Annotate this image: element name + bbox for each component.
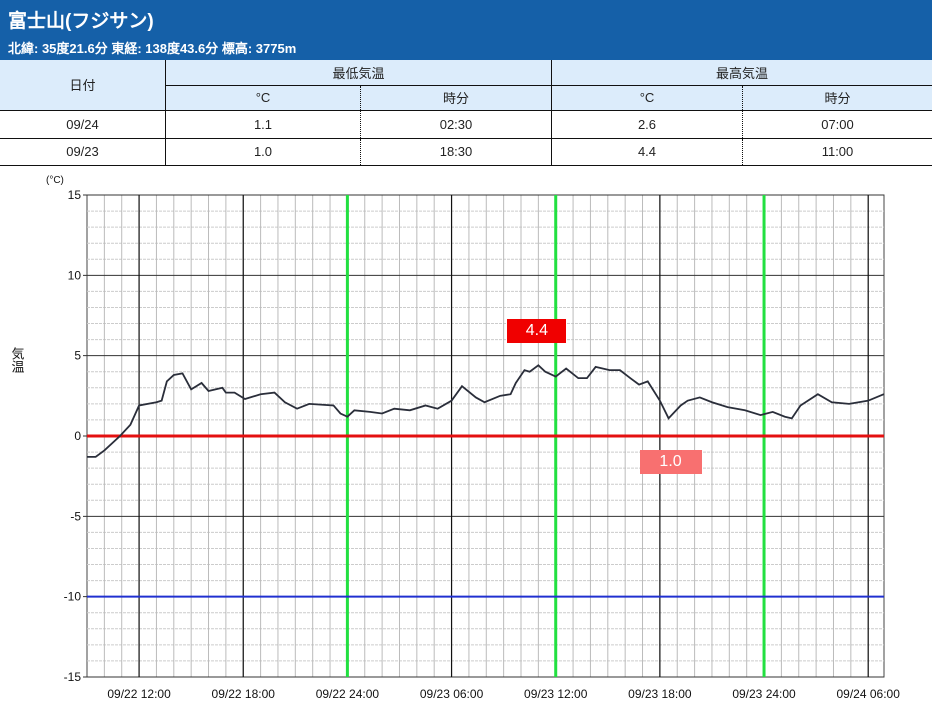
temperature-chart: (°C) 気温 15 10 5 0 -5 -10 -15 09/22 12:00 09/22 1… — [10, 175, 901, 701]
col-max-temp: 最高気温 — [551, 60, 932, 86]
station-header: 富士山(フジサン) 北緯: 35度21.6分 東経: 138度43.6分 標高:… — [0, 0, 932, 60]
y-tick-label: 5 — [74, 349, 81, 363]
max-cell: 4.4 — [551, 138, 743, 166]
station-title: 富士山(フジサン) — [8, 11, 154, 32]
y-tick-label: 15 — [68, 188, 82, 202]
min-time-cell: 02:30 — [360, 110, 552, 139]
y-axis-label: 気温 — [10, 346, 25, 373]
date-cell: 09/23 — [0, 138, 166, 166]
y-tick-label: 10 — [68, 268, 82, 282]
y-tick-label: -15 — [64, 670, 82, 684]
x-tick-label: 09/23 12:00 — [524, 687, 588, 701]
x-tick-label: 09/22 24:00 — [316, 687, 380, 701]
min-cell: 1.1 — [165, 110, 361, 139]
x-tick-label: 09/23 24:00 — [732, 687, 796, 701]
min-temp-label: 1.0 — [639, 450, 702, 474]
x-tick-label: 09/24 06:00 — [836, 687, 900, 701]
col-min-temp: 最低気温 — [165, 60, 552, 86]
table-row: 09/23 1.0 18:30 4.4 11:00 — [0, 138, 932, 166]
col-min-c: °C — [165, 85, 361, 111]
y-tick-label: -5 — [70, 509, 81, 523]
y-tick-label: -10 — [64, 590, 82, 604]
table-row: 09/24 1.1 02:30 2.6 07:00 — [0, 110, 932, 139]
x-tick-label: 09/22 12:00 — [107, 687, 171, 701]
col-max-c: °C — [551, 85, 743, 111]
max-temp-label: 4.4 — [507, 319, 567, 344]
max-time-cell: 11:00 — [742, 138, 932, 166]
x-tick-label: 09/22 18:00 — [212, 687, 276, 701]
temperature-summary-table: 日付 最低気温 最高気温 °C 時分 °C 時分 09/24 1.1 02:30… — [0, 60, 932, 166]
min-time-cell: 18:30 — [360, 138, 552, 166]
y-unit: (°C) — [46, 175, 64, 186]
date-cell: 09/24 — [0, 110, 166, 139]
col-min-time: 時分 — [360, 85, 552, 111]
col-max-time: 時分 — [742, 85, 932, 111]
col-date: 日付 — [0, 60, 166, 111]
max-time-cell: 07:00 — [742, 110, 932, 139]
x-tick-label: 09/23 06:00 — [420, 687, 484, 701]
max-cell: 2.6 — [551, 110, 743, 139]
min-cell: 1.0 — [165, 138, 361, 166]
temperature-series-line — [87, 364, 885, 458]
station-location: 北緯: 35度21.6分 東経: 138度43.6分 標高: 3775m — [8, 41, 297, 56]
y-tick-label: 0 — [74, 429, 81, 443]
x-tick-label: 09/23 18:00 — [628, 687, 692, 701]
